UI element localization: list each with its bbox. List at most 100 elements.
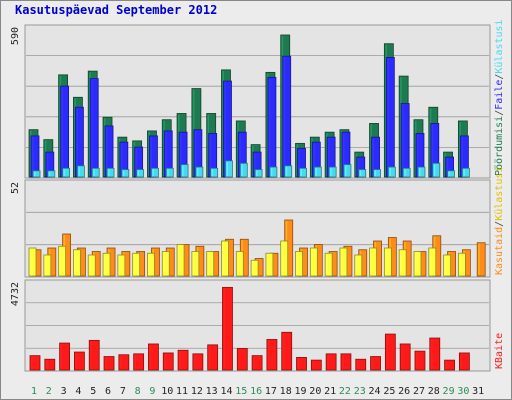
visits-bar	[165, 167, 174, 178]
visits-bar	[121, 169, 130, 178]
files-bar-highlight	[313, 143, 315, 176]
kbytes-bar	[103, 356, 115, 371]
kbytes-bar-highlight	[415, 352, 418, 369]
kbytes-bar-highlight	[45, 360, 48, 369]
visits-bar-highlight	[256, 170, 258, 176]
kbytes-bar-highlight	[208, 345, 211, 369]
x-tick-label: 15	[235, 386, 247, 397]
right-label-part: Faile	[494, 80, 505, 110]
x-tick-label: 20	[309, 386, 321, 397]
kbytes-bar	[429, 337, 441, 371]
visits-bar	[62, 167, 71, 178]
kbytes-bar	[281, 331, 293, 371]
files-bar-highlight	[120, 143, 123, 176]
files-bar-highlight	[328, 138, 330, 176]
kbytes-bar-highlight	[31, 356, 33, 369]
kbytes-bar-highlight	[134, 354, 137, 369]
visits-bar-highlight	[315, 168, 317, 176]
visits-bar-highlight	[167, 169, 169, 176]
unique-visitors-bar-highlight	[163, 252, 165, 275]
unique-visitors-bar-highlight	[459, 254, 461, 275]
unique-visitors-bar	[265, 252, 274, 277]
unique-visitors-bar	[43, 254, 52, 277]
arrivals-bar	[476, 242, 486, 277]
kbytes-bar	[310, 359, 322, 371]
files-bar-highlight	[387, 58, 389, 176]
right-label-part: Külastusi	[494, 167, 505, 221]
unique-visitors-bar	[102, 252, 111, 277]
unique-visitors-bar-highlight	[148, 254, 150, 275]
x-tick-label: 7	[120, 386, 126, 397]
unique-visitors-bar-highlight	[326, 254, 328, 275]
unique-visitors-bar-highlight	[281, 242, 284, 275]
kbytes-bar-highlight	[386, 335, 388, 369]
files-bar-highlight	[461, 136, 463, 176]
files-bar-highlight	[106, 126, 108, 176]
unique-visitors-bar-highlight	[237, 252, 239, 275]
visits-bar-highlight	[344, 165, 347, 176]
visits-bar	[254, 169, 263, 178]
x-tick-label: 28	[428, 386, 440, 397]
kbytes-bar	[133, 353, 145, 371]
arrivals-bar-highlight	[478, 243, 480, 275]
visits-bar-highlight	[463, 169, 465, 176]
unique-visitors-bar-highlight	[444, 256, 447, 275]
files-bar-highlight	[268, 78, 271, 176]
unique-visitors-bar	[428, 247, 437, 277]
visits-bar	[77, 165, 85, 178]
kbytes-bar-highlight	[105, 357, 107, 369]
visits-bar-highlight	[122, 170, 125, 176]
visits-bar	[180, 164, 189, 178]
chart-title: Kasutuspäevad September 2012	[15, 3, 218, 17]
visits-bar	[106, 167, 115, 178]
x-tick-label: 11	[176, 386, 188, 397]
kbytes-bar	[266, 339, 278, 371]
unique-visitors-bar	[206, 251, 215, 277]
unique-visitors-bar-highlight	[222, 242, 224, 275]
kbytes-bar-highlight	[460, 353, 462, 369]
visits-bar	[210, 167, 219, 178]
unique-visitors-bar-highlight	[59, 247, 62, 275]
y-max-label: 4732	[10, 282, 21, 306]
visits-bar-highlight	[418, 168, 421, 176]
files-bar-highlight	[135, 148, 138, 176]
right-label: Kasutaid/Külastusi	[494, 167, 505, 275]
kbytes-bar-highlight	[282, 333, 285, 369]
unique-visitors-bar	[383, 247, 392, 277]
files-bar-highlight	[209, 134, 212, 176]
unique-visitors-bar	[147, 252, 155, 277]
files-bar-highlight	[224, 82, 226, 176]
kbytes-bar-highlight	[445, 361, 448, 369]
kbytes-bar-highlight	[401, 344, 403, 369]
visits-bar	[136, 169, 145, 178]
unique-visitors-bar	[117, 254, 126, 277]
x-tick-label: 14	[220, 386, 232, 397]
x-tick-label: 22	[339, 386, 351, 397]
kbytes-bar	[118, 354, 130, 371]
unique-visitors-bar-highlight	[74, 250, 76, 275]
right-label-part: Pöördumisi	[494, 116, 505, 176]
unique-visitors-bar	[132, 252, 141, 277]
kbytes-bar	[222, 286, 233, 371]
x-tick-label: 26	[398, 386, 410, 397]
visits-bar	[91, 167, 100, 178]
kbytes-bar-highlight	[371, 357, 374, 369]
visits-bar	[239, 162, 248, 178]
unique-visitors-bar	[250, 259, 259, 277]
kbytes-bar	[399, 343, 411, 371]
files-bar-highlight	[357, 158, 360, 176]
files-bar-highlight	[61, 87, 64, 176]
files-bar-highlight	[283, 57, 286, 176]
unique-visitors-bar	[369, 247, 377, 277]
visits-bar-highlight	[152, 169, 154, 176]
visits-bar	[299, 167, 307, 178]
kbytes-bar	[44, 358, 56, 371]
kbytes-bar	[74, 351, 85, 371]
kbytes-bar	[384, 333, 396, 371]
unique-visitors-bar	[354, 254, 363, 277]
visits-bar-highlight	[404, 169, 406, 176]
files-bar-highlight	[298, 149, 301, 176]
unique-visitors-bar	[73, 249, 81, 277]
kbytes-bar	[414, 350, 426, 371]
